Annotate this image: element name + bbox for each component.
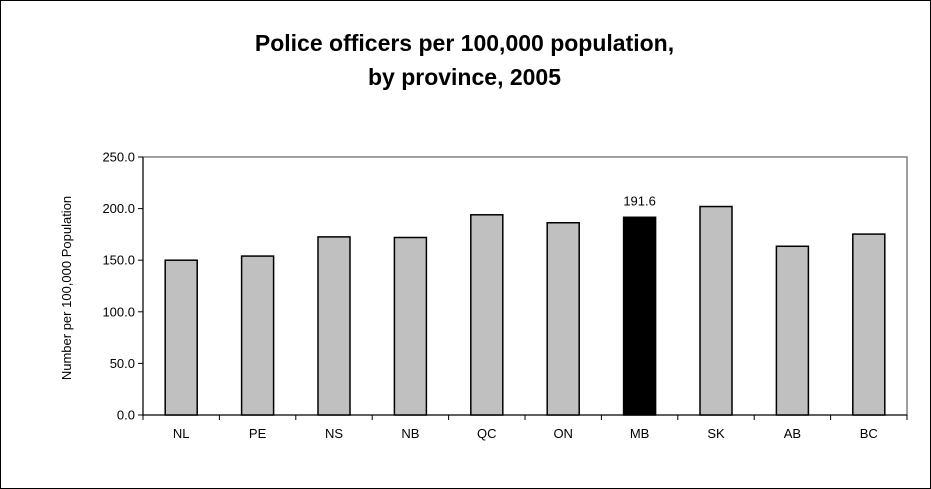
y-axis: 0.0 50.0 100.0 150.0 200.0 250.0 [102,150,144,423]
bar-bc [852,233,886,416]
y-axis-label: Number per 100,000 Population [59,196,74,380]
x-axis: NL PE NS NB QC ON MB SK AB BC [142,414,908,441]
x-tick-label-nb: NB [401,426,419,441]
bar-mb [622,216,657,416]
y-tick-label: 250.0 [102,150,135,165]
x-tick-label-bc: BC [860,426,878,441]
x-tick-label-ab: AB [784,426,801,441]
bar-ab [775,245,810,416]
y-tick-label: 150.0 [102,253,135,268]
chart-title: Police officers per 100,000 population, … [0,26,929,94]
bar-pe [240,255,275,416]
x-tick-label-qc: QC [477,426,497,441]
x-tick-label-on: ON [553,426,573,441]
bar-qc [470,214,504,416]
x-tick-label-nl: NL [173,426,190,441]
bars-group: 191.6 [164,193,886,416]
y-tick-label: 100.0 [102,304,135,319]
chart-title-line-1: Police officers per 100,000 population, [254,30,675,56]
bar-sk [699,205,733,416]
chart-title-line-2: by province, 2005 [367,64,562,90]
bar-ns [317,236,351,416]
data-label-mb: 191.6 [623,193,656,208]
y-tick-label: 0.0 [117,408,135,423]
bar-nb [393,236,428,416]
bar-nl [164,259,198,416]
x-tick-label-mb: MB [630,426,650,441]
y-tick-label: 50.0 [110,356,135,371]
x-tick-label-sk: SK [707,426,725,441]
x-tick-label-pe: PE [249,426,267,441]
y-tick-label: 200.0 [102,201,135,216]
bar-on [546,221,580,416]
x-tick-label-ns: NS [325,426,343,441]
